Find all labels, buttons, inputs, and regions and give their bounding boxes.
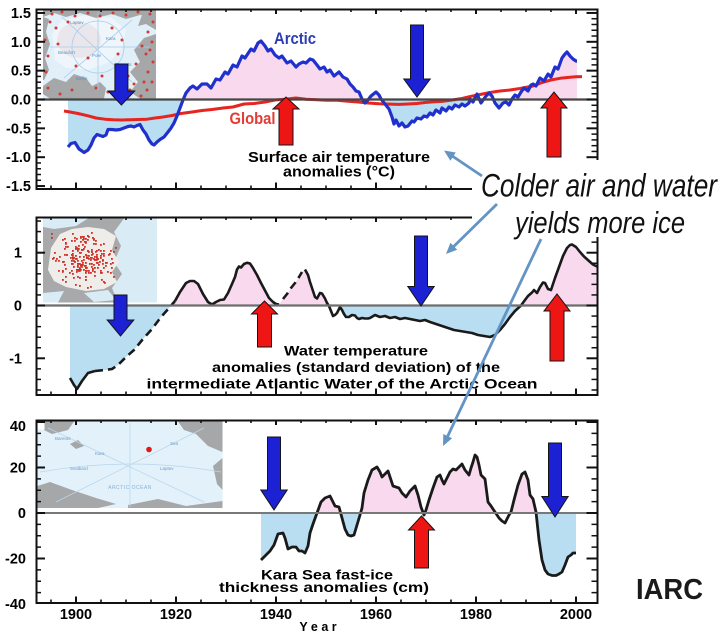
svg-text:-1.0: -1.0	[6, 150, 31, 166]
svg-text:-1.5: -1.5	[6, 179, 31, 195]
svg-text:1980: 1980	[460, 607, 492, 623]
svg-text:anomalies (°C): anomalies (°C)	[283, 165, 395, 181]
svg-text:Global: Global	[230, 110, 276, 128]
svg-text:1900: 1900	[60, 607, 92, 623]
svg-text:0: 0	[18, 506, 26, 522]
svg-text:ARCTIC OCEAN: ARCTIC OCEAN	[108, 485, 152, 491]
svg-text:Barents: Barents	[55, 436, 71, 441]
svg-text:Sea: Sea	[170, 441, 179, 446]
svg-text:Baffin: Baffin	[76, 76, 88, 81]
svg-text:-40: -40	[5, 597, 26, 613]
svg-text:anomalies (standard deviation): anomalies (standard deviation) of the	[212, 359, 500, 375]
svg-text:1: 1	[14, 246, 22, 262]
svg-text:1920: 1920	[160, 607, 192, 623]
svg-text:-20: -20	[5, 552, 26, 568]
svg-text:20: 20	[10, 461, 26, 477]
svg-text:Kara: Kara	[95, 451, 105, 456]
svg-text:Laptev: Laptev	[70, 20, 84, 25]
svg-text:0.5: 0.5	[11, 64, 31, 80]
svg-text:Beaufort: Beaufort	[58, 50, 76, 55]
svg-text:yields more ice: yields more ice	[513, 205, 685, 240]
svg-text:40: 40	[10, 419, 26, 435]
svg-text:Colder air and water: Colder air and water	[481, 168, 718, 204]
svg-text:1960: 1960	[360, 607, 392, 623]
svg-text:1940: 1940	[260, 607, 292, 623]
svg-text:0.0: 0.0	[11, 93, 31, 109]
svg-text:thickness anomalies (cm): thickness anomalies (cm)	[219, 579, 429, 595]
svg-text:Pole: Pole	[92, 53, 102, 58]
svg-text:1.0: 1.0	[11, 35, 31, 51]
svg-text:0: 0	[14, 299, 22, 315]
svg-text:Laptev: Laptev	[160, 466, 174, 471]
svg-text:Arctic: Arctic	[274, 30, 316, 48]
svg-text:-0.5: -0.5	[6, 121, 31, 137]
svg-text:Water temperature: Water temperature	[284, 343, 428, 359]
svg-text:2000: 2000	[560, 607, 592, 623]
svg-text:Svalbard: Svalbard	[70, 466, 88, 471]
svg-text:-1: -1	[9, 351, 22, 367]
svg-text:Y e a r: Y e a r	[299, 620, 336, 634]
svg-text:1.5: 1.5	[11, 6, 31, 22]
svg-text:IARC: IARC	[636, 574, 703, 606]
svg-text:Surface air temperature: Surface air temperature	[248, 150, 430, 166]
svg-text:Kara: Kara	[106, 36, 116, 41]
svg-text:Kara Sea fast-ice: Kara Sea fast-ice	[261, 567, 393, 583]
svg-text:intermediate Atlantic Water of: intermediate Atlantic Water of the Arcti…	[147, 376, 538, 392]
